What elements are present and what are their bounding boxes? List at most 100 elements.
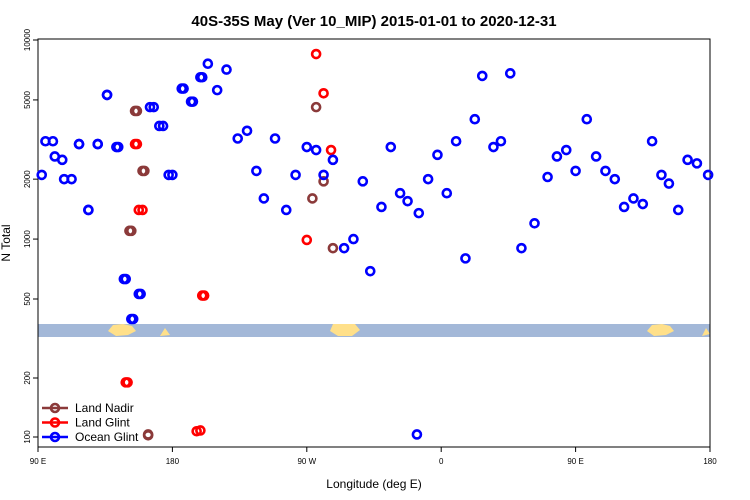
ocean-glint-point — [488, 141, 499, 153]
ocean-glint-point — [402, 195, 413, 207]
plot-frame — [37, 38, 711, 448]
y-axis: 100 200 500 1000 2000 5000 10000 — [23, 28, 38, 444]
legend-label: Land Glint — [75, 416, 130, 430]
ocean-glint-point — [581, 113, 593, 125]
ocean-glint-point — [609, 173, 621, 185]
x-axis: 90 E 180 90 W 0 90 E 180 — [30, 447, 717, 466]
ocean-glint-point — [221, 64, 232, 75]
ocean-glint-point — [127, 313, 139, 325]
ocean-glint-point — [504, 68, 516, 79]
ocean-glint-point — [469, 113, 481, 125]
ocean-glint-point — [364, 265, 376, 277]
ocean-glint-point — [241, 125, 253, 137]
ocean-glint-point — [196, 71, 208, 83]
ocean-glint-point — [637, 198, 649, 210]
land-nadir-point — [307, 193, 318, 204]
land-nadir-point — [131, 105, 143, 117]
legend-marker — [49, 402, 61, 414]
ocean-glint-point — [460, 253, 471, 264]
land-nadir-point — [142, 430, 154, 441]
x-axis-label: Longitude (deg E) — [326, 477, 421, 491]
y-tick-label: 200 — [23, 371, 32, 385]
x-tick-label: 90 E — [567, 457, 583, 466]
ocean-glint-point — [49, 151, 61, 162]
legend-label: Land Nadir — [75, 401, 134, 415]
ocean-glint-point — [167, 169, 178, 181]
ocean-glint-point — [560, 144, 572, 156]
ocean-glint-point — [148, 101, 160, 113]
y-axis-label: N Total — [0, 224, 13, 261]
ocean-glint-point — [348, 233, 359, 245]
ocean-glint-point — [187, 96, 199, 107]
ocean-glint-point — [663, 178, 675, 189]
ocean-glint-point — [476, 70, 488, 82]
ocean-glint-point — [301, 141, 313, 153]
ocean-glint-point — [385, 141, 397, 153]
ocean-glint-point — [112, 141, 124, 153]
ocean-glint-point — [202, 58, 214, 70]
ocean-glint-point — [280, 204, 292, 216]
ocean-glint-point — [394, 187, 406, 199]
y-tick-label: 5000 — [23, 90, 32, 108]
ocean-glint-point — [441, 187, 453, 199]
ocean-glint-point — [432, 149, 443, 161]
x-tick-label: 180 — [166, 457, 180, 466]
ocean-glint-point — [157, 120, 169, 132]
ocean-glint-point — [450, 135, 462, 147]
ocean-glint-point — [656, 169, 667, 181]
ocean-glint-point — [327, 154, 339, 166]
ocean-glint-point — [672, 204, 684, 216]
ocean-glint-point — [36, 169, 48, 181]
ocean-glint-point — [682, 154, 693, 166]
land-nadir-point — [139, 165, 150, 177]
x-tick-label: 0 — [439, 457, 444, 466]
ocean-glint-point — [422, 173, 434, 185]
land-glint-point — [198, 290, 210, 301]
land-glint-point — [318, 87, 329, 99]
y-tick-label: 2000 — [23, 170, 32, 188]
ocean-glint-point — [163, 169, 174, 181]
y-tick-label: 100 — [23, 430, 32, 444]
ocean-glint-point — [570, 165, 581, 177]
map-strip — [38, 324, 710, 337]
ocean-glint-point — [211, 84, 223, 96]
land-nadir-point — [327, 242, 339, 254]
ocean-glint-point — [83, 204, 94, 216]
y-tick-label: 10000 — [23, 28, 32, 51]
ocean-glint-point — [516, 242, 527, 254]
legend-item-land-glint: Land Glint — [42, 416, 130, 430]
x-tick-label: 180 — [703, 457, 717, 466]
ocean-glint-point — [144, 101, 156, 113]
legend-item-ocean-glint: Ocean Glint — [42, 430, 139, 444]
ocean-glint-point — [40, 135, 51, 147]
ocean-glint-point — [411, 429, 423, 440]
ocean-glint-point — [178, 83, 189, 94]
ocean-glint-point — [646, 135, 658, 147]
ocean-glint-point — [691, 158, 703, 169]
land-nadir-point — [126, 225, 137, 237]
y-tick-label: 500 — [23, 292, 32, 306]
legend-marker — [49, 431, 61, 443]
chart-title: 40S-35S May (Ver 10_MIP) 2015-01-01 to 2… — [191, 13, 556, 30]
ocean-glint-point — [338, 242, 350, 254]
land-glint-point — [122, 377, 133, 388]
y-tick-label: 1000 — [23, 230, 32, 248]
ocean-glint-point — [318, 169, 329, 181]
x-tick-label: 90 W — [297, 457, 316, 466]
ocean-glint-point — [590, 151, 602, 162]
ocean-glint-point — [702, 169, 714, 181]
x-tick-label: 90 E — [30, 457, 46, 466]
ocean-glint-point — [258, 193, 270, 204]
ocean-glint-point — [154, 120, 165, 132]
ocean-glint-point — [101, 89, 113, 101]
ocean-glint-point — [58, 173, 70, 185]
land-glint-point — [310, 48, 322, 60]
land-nadir-point — [318, 176, 329, 187]
ocean-glint-point — [310, 144, 322, 156]
ocean-glint-point — [290, 169, 301, 181]
land-glint-point — [325, 144, 337, 156]
ocean-glint-point — [232, 133, 244, 144]
ocean-glint-point — [376, 201, 387, 213]
ocean-glint-point — [495, 135, 507, 147]
